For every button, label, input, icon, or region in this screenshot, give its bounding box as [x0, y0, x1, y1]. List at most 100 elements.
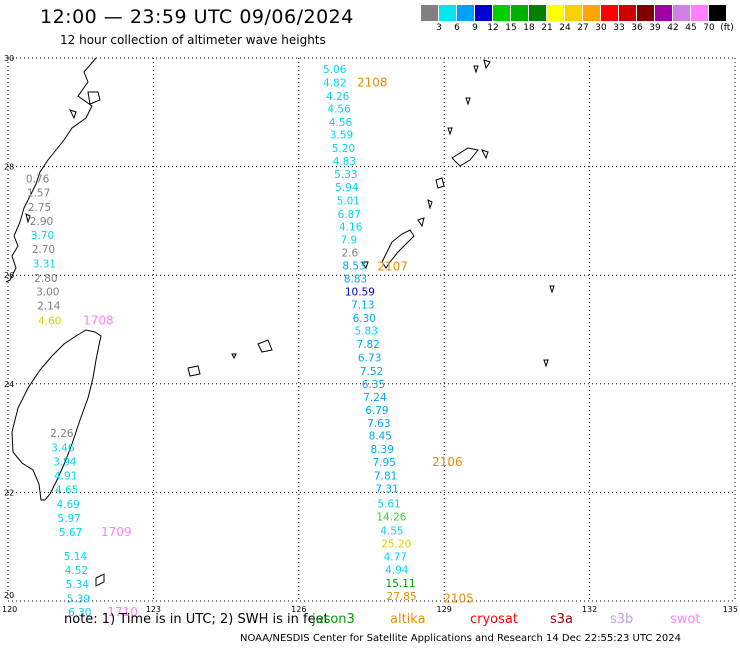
colorbar-tick-label: 70	[703, 23, 715, 33]
satellite-legend-entry: altika	[390, 612, 426, 627]
colorbar-tick-label: 3	[436, 23, 442, 33]
wave-height-value: 4.16	[339, 221, 363, 233]
wave-height-value: 5.94	[335, 182, 359, 194]
wave-height-value: 5.14	[64, 551, 88, 563]
wave-height-value: 4.56	[329, 117, 353, 129]
track-labels: 2108 2107 2106 2105 1708 1709 1710	[83, 75, 474, 618]
latitude-tick-label: 22	[4, 488, 14, 497]
satellite-track-label: 1708	[83, 313, 114, 327]
colorbar-swatch	[691, 5, 708, 21]
colorbar-tick-label: 18	[523, 23, 535, 33]
wave-height-value: 4.77	[384, 551, 407, 563]
wave-height-value: 3.70	[31, 230, 54, 242]
wave-height-value: 5.34	[66, 579, 90, 591]
wave-height-value: 7.63	[367, 418, 390, 430]
colorbar-swatch	[601, 5, 618, 21]
satellite-legend-entry: swot	[670, 612, 701, 627]
lat-lon-grid	[7, 57, 736, 602]
wave-height-value: 2.75	[28, 202, 51, 214]
satellite-legend-entry: cryosat	[470, 612, 518, 627]
wave-height-value: 4.91	[54, 471, 77, 483]
longitude-tick-label: 129	[437, 605, 452, 614]
satellite-legend-entry: jason3	[312, 612, 355, 627]
wave-height-value: 5.67	[59, 527, 82, 539]
colorbar-tick-label: 24	[559, 23, 571, 33]
satellite-track-label: 2105	[443, 591, 474, 605]
wave-height-value: 4.60	[38, 315, 61, 327]
wave-height-value: 8.45	[369, 430, 392, 442]
wave-height-value: 5.01	[337, 195, 360, 207]
wave-height-value: 7.52	[360, 366, 383, 378]
wave-height-value: 7.9	[340, 234, 357, 246]
axis-labels: 30 28 26 24 22 20 120 123 126 129 132 135	[2, 54, 738, 614]
latitude-tick-label: 20	[4, 591, 14, 600]
wave-height-value: 7.31	[375, 484, 398, 496]
wave-height-value: 6.79	[365, 405, 388, 417]
colorbar-swatch	[565, 5, 582, 21]
wave-height-value: 6.30	[68, 607, 91, 619]
wave-height-value: 5.97	[57, 513, 80, 525]
colorbar-swatch	[637, 5, 654, 21]
satellite-track-label: 2106	[432, 455, 463, 469]
wave-height-value: 3.46	[51, 442, 75, 454]
colorbar-tick-label: 12	[487, 23, 499, 33]
latitude-tick-label: 24	[4, 380, 14, 389]
satellite-track-label: 2108	[357, 75, 388, 89]
wave-height-value: 7.81	[374, 471, 397, 483]
satellite-track-label: 1710	[107, 605, 138, 619]
colorbar-tick-label: 42	[667, 23, 679, 33]
wave-height-value: 7.82	[356, 339, 379, 351]
wave-height-value: 7.24	[363, 392, 387, 404]
wave-height-value: 10.59	[345, 286, 375, 298]
wave-height-value: 4.69	[56, 499, 79, 511]
wave-height-value: 3.94	[53, 456, 77, 468]
wave-height-value: 4.26	[326, 91, 350, 103]
colorbar-unit: (ft)	[720, 23, 734, 33]
wave-height-value: 4.94	[385, 565, 409, 577]
colorbar-tick-label: 36	[631, 23, 643, 33]
colorbar-swatch	[421, 5, 438, 21]
colorbar-swatch	[655, 5, 672, 21]
wave-height-value: 5.83	[355, 326, 378, 338]
longitude-tick-label: 126	[291, 605, 306, 614]
map-title: 12:00 — 23:59 UTC 09/06/2024	[40, 6, 354, 28]
longitude-tick-label: 135	[723, 605, 738, 614]
china-coastline	[5, 57, 97, 283]
wave-height-value: 5.61	[377, 498, 400, 510]
legend-note: note: 1) Time is in UTC; 2) SWH is in fe…	[64, 612, 329, 627]
latitude-tick-label: 28	[4, 163, 14, 172]
wave-height-value: 2.70	[32, 244, 55, 256]
longitude-tick-label: 123	[146, 605, 161, 614]
latitude-tick-label: 30	[4, 54, 14, 63]
wave-height-value: 2.26	[50, 428, 74, 440]
colorbar-swatch	[511, 5, 528, 21]
wave-height-value: 5.33	[334, 169, 357, 181]
colorbar-tick-label: 30	[595, 23, 607, 33]
wave-height-value: 2.6	[341, 247, 358, 259]
wave-height-value: 6.30	[353, 313, 376, 325]
wave-height-value: 2.80	[34, 273, 57, 285]
colorbar-swatch	[583, 5, 600, 21]
wave-height-value: 15.11	[386, 578, 416, 590]
colorbar-tick-label: 39	[649, 23, 661, 33]
observation-labels: 5.064.824.264.564.563.595.204.835.335.94…	[26, 64, 417, 619]
satellite-legend-entry: s3b	[610, 612, 634, 627]
colorbar-tick-label: 21	[541, 23, 553, 33]
colorbar-swatch	[547, 5, 564, 21]
colorbar-tick-label: 6	[454, 23, 460, 33]
wave-height-value: 4.65	[55, 485, 78, 497]
colorbar-swatch	[493, 5, 510, 21]
wave-height-value: 27.85	[387, 591, 417, 603]
wave-height-value: 1.57	[27, 188, 50, 200]
wave-height-value: 7.95	[372, 457, 395, 469]
wave-height-value: 4.52	[65, 565, 88, 577]
okinawa-coastline	[381, 229, 415, 269]
wave-height-value: 7.13	[351, 300, 374, 312]
colorbar-swatch	[475, 5, 492, 21]
map-subtitle: 12 hour collection of altimeter wave hei…	[60, 33, 326, 47]
satellite-track-label: 1709	[101, 525, 132, 539]
longitude-tick-label: 120	[2, 605, 17, 614]
wave-height-value: 6.87	[338, 209, 361, 221]
wave-height-value: 2.14	[37, 301, 61, 313]
